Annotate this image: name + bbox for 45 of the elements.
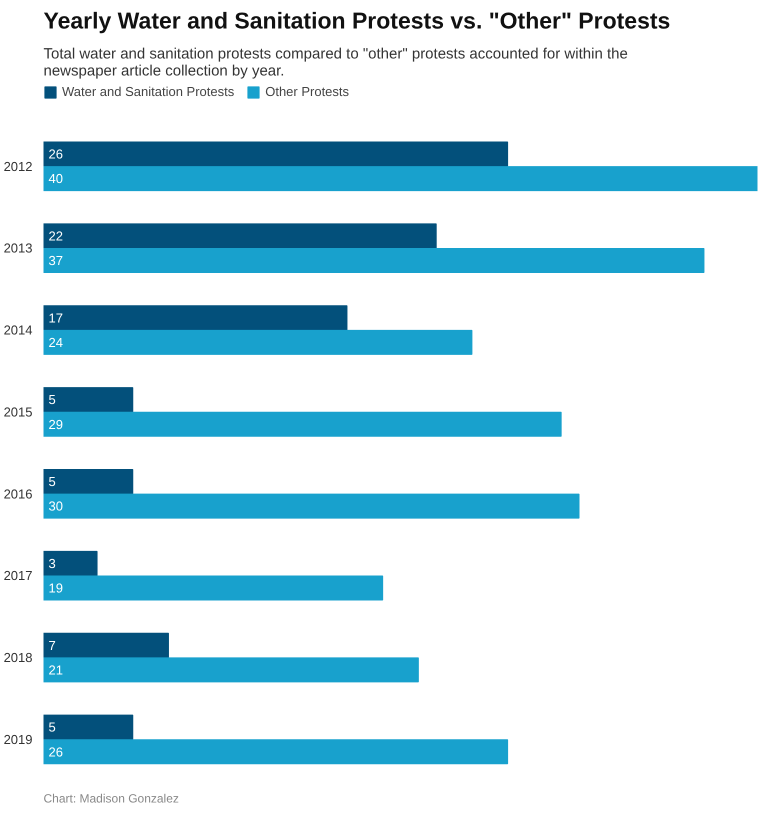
chart-subtitle: Total water and sanitation protests compared to "other" protests accounted for within the newspaper article collection by year.: [44, 46, 628, 80]
data-label: 5: [48, 720, 56, 735]
legend-label: Other Protests: [265, 84, 350, 99]
bar: [44, 223, 437, 248]
bar: [44, 550, 98, 576]
y-tick-label: 2015: [4, 404, 32, 420]
bar: [44, 387, 134, 412]
y-tick-label: 2019: [4, 732, 32, 747]
data-label: 30: [48, 498, 63, 514]
y-tick-label: 2018: [4, 650, 32, 666]
data-label: 17: [48, 310, 63, 326]
y-tick-label: 2013: [4, 240, 32, 256]
bar: [44, 469, 134, 494]
y-tick-label: 2014: [4, 322, 32, 338]
bar: [44, 714, 134, 740]
bar: [44, 330, 472, 355]
data-label: 7: [48, 638, 56, 653]
bar: [44, 657, 419, 682]
data-label: 3: [48, 556, 56, 571]
data-label: 29: [48, 416, 63, 432]
legend-label: Water and Sanitation Protests: [62, 84, 234, 99]
text: Chart: Madison Gonzalez: [44, 792, 179, 806]
data-label: 26: [48, 146, 63, 162]
bar: [44, 142, 508, 167]
data-label: 5: [48, 392, 56, 408]
data-label: 37: [48, 253, 63, 268]
bar: [44, 412, 562, 437]
data-label: 24: [48, 334, 63, 350]
y-tick-label: 2016: [4, 486, 32, 502]
data-label: 40: [48, 171, 63, 186]
bar: [44, 575, 384, 601]
bar: [44, 305, 348, 330]
data-label: 19: [48, 580, 63, 596]
bar: [44, 739, 508, 764]
bar: [44, 494, 580, 519]
y-tick-label: 2017: [4, 568, 32, 584]
y-tick-label: 2012: [4, 158, 32, 174]
bar: [44, 632, 169, 658]
data-label: 5: [48, 474, 56, 490]
bar: [44, 248, 704, 274]
data-label: 21: [48, 662, 63, 678]
data-label: 26: [48, 744, 63, 760]
data-label: 22: [48, 228, 63, 244]
bar: [44, 166, 758, 192]
chart-title: Yearly Water and Sanitation Protests vs. "Other" Protests: [44, 8, 670, 34]
